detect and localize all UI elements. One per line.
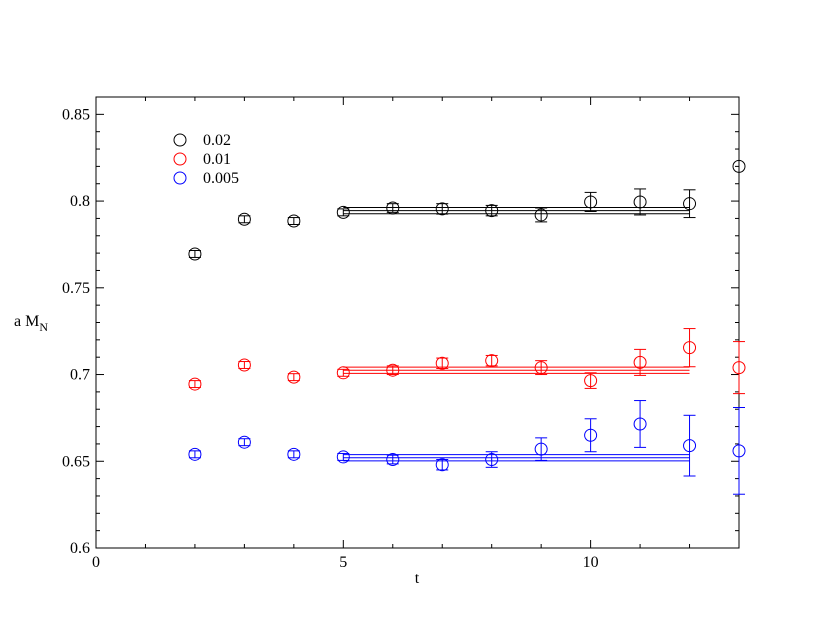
x-axis-label: t	[415, 570, 420, 587]
data-point	[386, 363, 400, 377]
data-point	[534, 208, 548, 222]
x-tick-label: 0	[92, 554, 100, 571]
data-point	[683, 439, 697, 453]
data-point	[683, 341, 697, 355]
y-tick-label: 0.8	[70, 193, 90, 210]
data-point	[485, 204, 499, 218]
data-point	[584, 374, 598, 388]
data-point	[534, 361, 548, 375]
y-tick-label: 0.6	[70, 540, 90, 557]
x-tick-label: 5	[339, 554, 347, 571]
legend-label: 0.02	[203, 132, 231, 149]
legend-label: 0.005	[203, 170, 239, 187]
y-axis-label: a MN	[14, 313, 48, 334]
data-point	[485, 354, 499, 368]
y-axis-label-subscript: N	[39, 320, 48, 334]
data-point	[435, 458, 449, 472]
legend-marker	[173, 152, 187, 166]
data-point	[633, 195, 647, 209]
data-point	[237, 212, 251, 226]
data-point	[287, 214, 301, 228]
y-axis-label-main: a M	[14, 313, 39, 330]
x-tick-label: 10	[583, 554, 599, 571]
legend-label: 0.01	[203, 151, 231, 168]
series-group	[188, 400, 746, 495]
data-point	[584, 195, 598, 209]
y-tick-label: 0.85	[62, 106, 90, 123]
axis-ticks	[95, 96, 740, 549]
data-point	[336, 205, 350, 219]
data-point	[287, 447, 301, 461]
series-group	[188, 328, 746, 395]
y-tick-label: 0.7	[70, 367, 90, 384]
data-point	[386, 201, 400, 215]
data-point	[633, 355, 647, 369]
plot-frame	[95, 96, 740, 549]
data-point	[732, 444, 746, 458]
data-point	[336, 450, 350, 464]
data-point	[188, 377, 202, 391]
axis-tick-labels: 0 5 10 0.6 0.65 0.7 0.75 0.8 0.85	[62, 106, 599, 571]
legend-marker	[173, 171, 187, 185]
data-point	[485, 453, 499, 467]
y-tick-label: 0.75	[62, 280, 90, 297]
data-series	[188, 159, 746, 495]
data-point	[336, 366, 350, 380]
series-group	[188, 159, 746, 261]
data-point	[386, 453, 400, 467]
data-point	[287, 370, 301, 384]
data-point	[237, 435, 251, 449]
data-point	[732, 159, 746, 173]
data-point	[237, 358, 251, 372]
data-point	[633, 417, 647, 431]
data-point	[534, 442, 548, 456]
y-tick-label: 0.65	[62, 453, 90, 470]
legend-marker	[173, 133, 187, 147]
data-point	[435, 356, 449, 370]
data-point	[435, 202, 449, 216]
data-point	[732, 361, 746, 375]
data-point	[584, 428, 598, 442]
data-point	[683, 197, 697, 211]
data-point	[188, 447, 202, 461]
legend: 0.02 0.01 0.005	[173, 132, 239, 187]
fit-bands	[343, 206, 690, 462]
data-point	[188, 247, 202, 261]
